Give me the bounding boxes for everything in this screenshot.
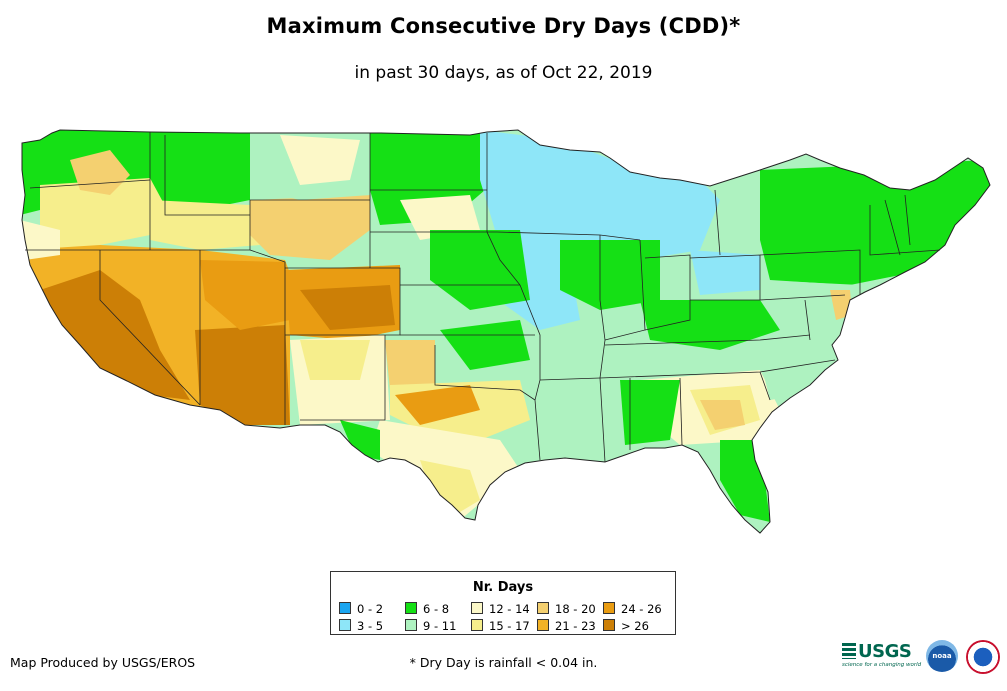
legend-item-3-5: 3 - 5 — [339, 619, 383, 633]
legend-swatch — [537, 619, 549, 631]
us-outline — [21, 129, 991, 534]
dry-day-footnote: * Dry Day is rainfall < 0.04 in. — [409, 655, 598, 670]
usgs-bars-icon — [842, 643, 856, 659]
legend-swatch — [471, 619, 483, 631]
legend-swatch — [339, 602, 351, 614]
map-subtitle: in past 30 days, as of Oct 22, 2019 — [354, 63, 653, 83]
legend-item-21-23: 21 - 23 — [537, 619, 596, 633]
legend-item-9-11: 9 - 11 — [405, 619, 456, 633]
legend-item-0-2: 0 - 2 — [339, 602, 383, 616]
map-legend: Nr. Days 0 - 2 3 - 5 6 - 8 9 - 11 12 - 1… — [330, 571, 676, 635]
map-credit: Map Produced by USGS/EROS — [10, 655, 196, 670]
legend-swatch — [339, 619, 351, 631]
state-boundaries — [25, 132, 941, 463]
legend-item-24-26: 24 - 26 — [603, 602, 662, 616]
legend-swatch — [405, 619, 417, 631]
usgs-logo: USGS — [842, 641, 912, 662]
legend-swatch — [405, 602, 417, 614]
legend-item-6-8: 6 - 8 — [405, 602, 449, 616]
legend-swatch — [603, 602, 615, 614]
legend-swatch — [537, 602, 549, 614]
legend-item-over-26: > 26 — [603, 619, 649, 633]
legend-swatch — [471, 602, 483, 614]
legend-swatch — [603, 619, 615, 631]
legend-item-12-14: 12 - 14 — [471, 602, 530, 616]
legend-title: Nr. Days — [472, 580, 534, 595]
usgs-tagline: science for a changing world — [842, 662, 922, 668]
agency-logos: USGS science for a changing world noaa — [842, 640, 1007, 680]
legend-item-18-20: 18 - 20 — [537, 602, 596, 616]
map-title: Maximum Consecutive Dry Days (CDD)* — [266, 14, 741, 38]
noaa-logo: noaa — [926, 640, 958, 672]
legend-item-15-17: 15 - 17 — [471, 619, 530, 633]
nws-logo-icon — [966, 640, 1000, 674]
